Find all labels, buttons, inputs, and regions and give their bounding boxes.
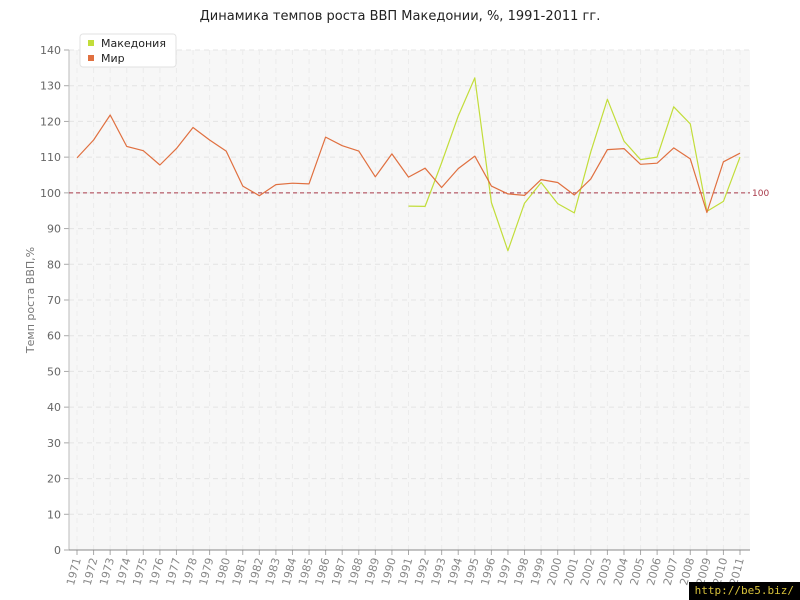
y-tick-label: 70 <box>47 294 61 307</box>
watermark-link[interactable]: http://be5.biz/ <box>688 582 800 600</box>
legend-swatch-world <box>88 55 94 61</box>
y-tick-label: 80 <box>47 258 61 271</box>
y-tick-label: 100 <box>40 187 61 200</box>
y-tick-label: 40 <box>47 401 61 414</box>
y-tick-label: 50 <box>47 365 61 378</box>
y-tick-label: 110 <box>40 151 61 164</box>
y-tick-label: 60 <box>47 330 61 343</box>
y-tick-labels: 0 10 20 30 40 50 60 70 80 90 100 110 120 130 140 <box>40 44 61 557</box>
axes <box>68 50 750 551</box>
y-tick-label: 120 <box>40 115 61 128</box>
y-tick-label: 20 <box>47 473 61 486</box>
reference-line-group: 100 <box>69 189 769 199</box>
series-line-macedonia <box>408 77 741 252</box>
chart-title: Динамика темпов роста ВВП Македонии, %, … <box>199 9 601 24</box>
y-tick-label: 90 <box>47 223 61 236</box>
y-axis-label: Темп роста ВВП,% <box>24 247 37 354</box>
x-tick-labels: 1971197219731974197519761977197819791980… <box>64 556 747 586</box>
series-lines <box>76 77 741 252</box>
legend-label-world: Мир <box>101 52 125 65</box>
y-tick-label: 140 <box>40 44 61 57</box>
legend-label-macedonia: Македония <box>101 37 166 50</box>
reference-line-label: 100 <box>752 189 769 199</box>
series-line-world <box>76 114 741 214</box>
legend: Македония Мир <box>79 33 177 68</box>
legend-swatch-macedonia <box>88 40 94 46</box>
y-tick-label: 30 <box>47 437 61 450</box>
legend-box <box>79 33 177 68</box>
grid-lines <box>64 49 750 555</box>
y-tick-label: 10 <box>47 508 61 521</box>
y-tick-label: 0 <box>54 544 61 557</box>
y-tick-label: 130 <box>40 80 61 93</box>
